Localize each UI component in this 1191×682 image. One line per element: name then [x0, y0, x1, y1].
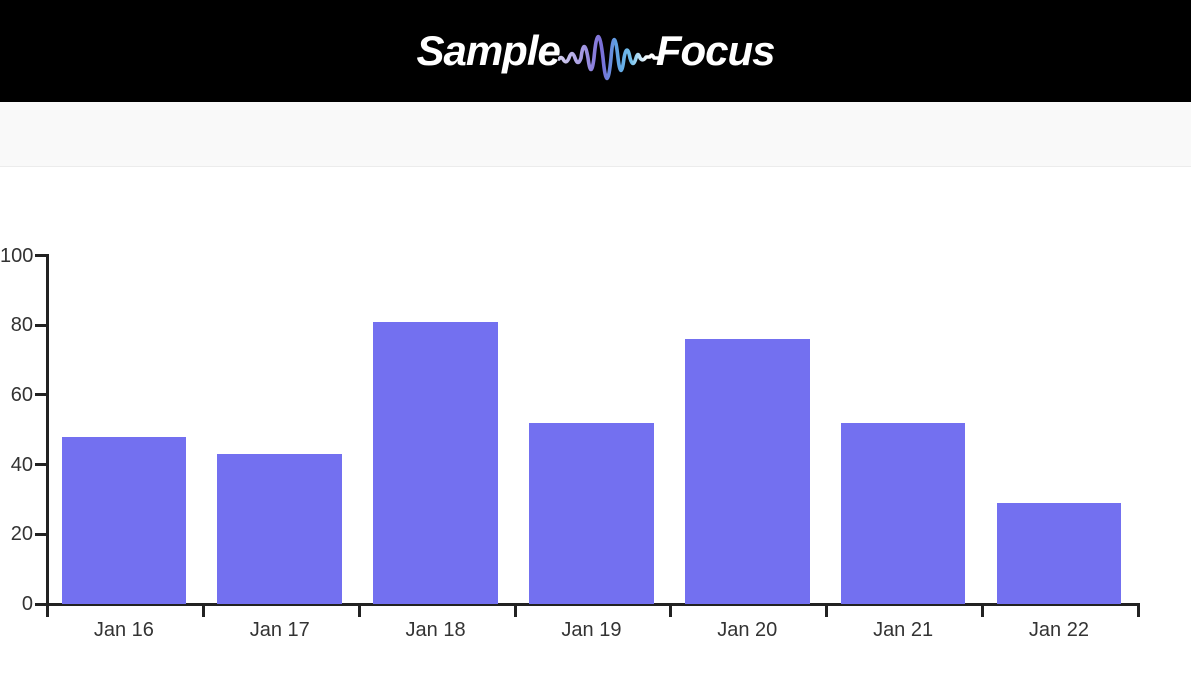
app-header: Sample Focus	[0, 0, 1191, 102]
y-tick-40	[35, 463, 46, 467]
x-tick-2	[357, 603, 361, 617]
bar-jan-22[interactable]	[996, 502, 1122, 604]
x-tick-label-jan-20: Jan 20	[717, 619, 778, 641]
y-tick-100	[35, 254, 46, 257]
y-tick-label-40: 40	[10, 453, 33, 476]
x-tick-4	[669, 603, 673, 617]
samplefocus-logo-link[interactable]: Sample Focus	[416, 5, 776, 97]
bar-jan-17[interactable]	[217, 454, 343, 604]
x-tick-1	[201, 603, 205, 617]
y-axis-line	[46, 254, 49, 606]
x-tick-7	[1136, 603, 1140, 617]
y-tick-60	[35, 393, 46, 397]
audio-waveform-icon	[557, 5, 662, 97]
x-tick-5	[825, 603, 829, 617]
x-tick-0	[46, 603, 49, 617]
y-tick-label-0: 0	[21, 593, 33, 615]
logo-word-focus: Focus	[655, 27, 776, 74]
y-tick-label-80: 80	[10, 314, 33, 337]
x-tick-label-jan-21: Jan 21	[873, 619, 934, 641]
bar-jan-16[interactable]	[61, 436, 187, 604]
x-tick-label-jan-19: Jan 19	[561, 619, 622, 641]
y-tick-0	[35, 602, 46, 606]
y-tick-80	[35, 323, 46, 327]
x-axis-line	[46, 603, 1140, 606]
x-tick-6	[981, 603, 985, 617]
y-tick-20	[35, 532, 46, 536]
x-tick-label-jan-18: Jan 18	[405, 619, 466, 641]
logo-word-sample: Sample	[416, 27, 560, 74]
x-tick-label-jan-22: Jan 22	[1028, 619, 1089, 641]
x-tick-3	[513, 603, 517, 617]
bar-jan-19[interactable]	[529, 422, 654, 604]
y-tick-label-60: 60	[10, 383, 33, 406]
bar-jan-20[interactable]	[684, 339, 810, 604]
x-tick-label-jan-16: Jan 16	[93, 619, 154, 641]
subheader-band	[0, 102, 1191, 167]
y-tick-label-20: 20	[10, 523, 33, 546]
x-tick-label-jan-17: Jan 17	[249, 619, 310, 641]
bar-jan-18[interactable]	[373, 321, 498, 604]
y-tick-label-100: 100	[0, 244, 34, 267]
bar-jan-21[interactable]	[840, 422, 966, 604]
